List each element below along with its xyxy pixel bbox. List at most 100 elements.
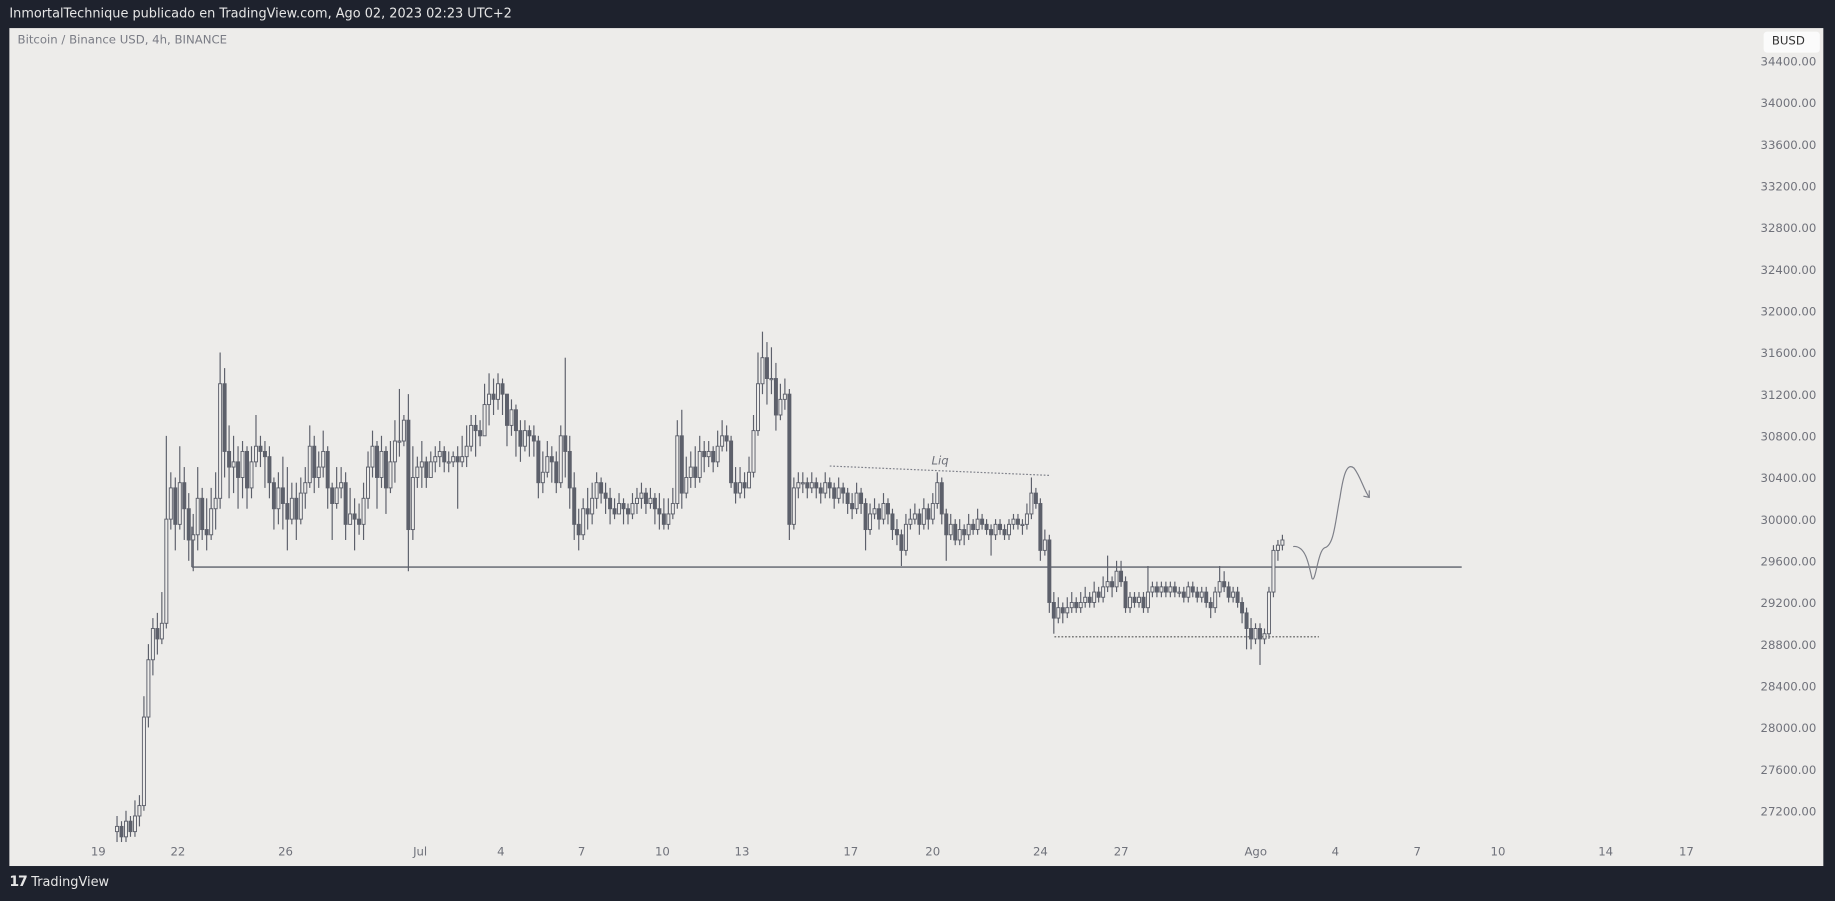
- candle-down: [119, 825, 124, 838]
- candle-up: [1159, 586, 1164, 593]
- drawings-layer: [191, 465, 1462, 638]
- candle-down: [989, 529, 994, 536]
- price-tick-label: 30400.00: [1761, 471, 1817, 485]
- candle-up: [240, 450, 245, 478]
- price-tick-label: 29600.00: [1761, 554, 1817, 568]
- candle-down: [262, 450, 267, 458]
- candle-down: [1047, 539, 1052, 603]
- time-tick-label: 22: [170, 844, 185, 858]
- candle-down: [182, 482, 187, 510]
- candle-down: [245, 450, 250, 489]
- candle-up: [289, 497, 294, 520]
- candle-down: [971, 523, 976, 531]
- time-tick-label: 13: [735, 844, 750, 858]
- candle-down: [1195, 591, 1200, 598]
- candle-up: [921, 508, 926, 525]
- candle-up: [836, 487, 841, 499]
- candle-up: [298, 492, 303, 520]
- candle-up: [164, 518, 169, 624]
- candle-up: [321, 450, 326, 468]
- candle-down: [513, 409, 518, 432]
- candle-down: [576, 523, 581, 536]
- candle-up: [137, 805, 142, 817]
- candle-up: [778, 398, 783, 416]
- candle-up: [115, 825, 120, 833]
- candle-down: [536, 440, 541, 484]
- time-axis[interactable]: 19 22 26 Jul 4 7 10 13 17 20 24 27 Ago 4 7 10 14 17: [91, 844, 1694, 858]
- candle-up: [908, 518, 913, 525]
- symbol-title: Bitcoin / Binance USD, 4h, BINANCE: [17, 33, 228, 47]
- candle-up: [1213, 591, 1218, 609]
- candle-up: [177, 482, 182, 525]
- candle-up: [392, 440, 397, 463]
- candle-up: [590, 497, 595, 515]
- candle-up: [791, 487, 796, 525]
- candle-down: [1244, 612, 1249, 629]
- candle-down: [1154, 586, 1159, 593]
- price-tick-label: 30000.00: [1761, 513, 1817, 527]
- time-tick-label: 7: [578, 844, 585, 858]
- candle-down: [343, 482, 348, 525]
- candle-down: [626, 508, 630, 515]
- candle-down: [585, 508, 590, 515]
- candle-up: [433, 456, 438, 463]
- price-axis[interactable]: 34400.00 34000.00 33600.00 33200.00 32800.00…: [1761, 55, 1817, 819]
- candle-up: [334, 487, 339, 504]
- candle-down: [1258, 628, 1262, 640]
- price-tick-label: 30800.00: [1761, 429, 1817, 443]
- currency-button[interactable]: BUSD: [1763, 31, 1820, 53]
- candle-up: [800, 482, 805, 485]
- candle-up: [1217, 581, 1222, 593]
- candle-down: [621, 503, 626, 510]
- candle-up: [881, 503, 886, 520]
- candle-down: [1172, 586, 1177, 593]
- candle-up: [1083, 596, 1088, 603]
- candle-up: [1275, 544, 1280, 551]
- tradingview-logo[interactable]: 𝟭𝟳 TradingView: [9, 873, 109, 889]
- candle-down: [608, 497, 613, 510]
- candle-down: [711, 450, 716, 463]
- candle-down: [885, 503, 890, 515]
- candle-down: [473, 424, 478, 432]
- candle-down: [827, 482, 832, 489]
- candle-down: [841, 487, 846, 494]
- candle-up: [437, 450, 442, 458]
- price-tick-label: 34400.00: [1761, 55, 1817, 69]
- candle-up: [581, 508, 586, 536]
- candle-up: [218, 383, 223, 499]
- candle-up: [1029, 492, 1034, 515]
- candle-up: [872, 508, 877, 515]
- candle-up: [469, 424, 474, 447]
- candle-down: [1038, 503, 1043, 551]
- candle-up: [146, 659, 151, 718]
- candle-up: [168, 487, 173, 520]
- candle-up: [1007, 523, 1011, 536]
- candle-up: [540, 471, 545, 484]
- candle-down: [984, 523, 989, 531]
- candle-down: [818, 487, 823, 494]
- candle-down: [603, 492, 608, 499]
- candle-down: [693, 466, 698, 478]
- tradingview-logo-icon: 𝟭𝟳: [9, 873, 27, 890]
- candle-up: [1020, 523, 1025, 526]
- candle-down: [204, 529, 209, 536]
- candle-up: [1065, 607, 1070, 614]
- candle-down: [1235, 591, 1240, 603]
- candle-up: [339, 482, 344, 489]
- candle-down: [518, 430, 523, 447]
- candle-down: [612, 508, 617, 515]
- candle-up: [706, 450, 711, 458]
- price-tick-label: 29200.00: [1761, 596, 1817, 610]
- candle-down: [294, 497, 299, 520]
- price-tick-label: 31600.00: [1761, 346, 1817, 360]
- liq-dotted-line: [829, 465, 1050, 476]
- candle-down: [567, 450, 572, 489]
- candle-up: [1168, 586, 1173, 593]
- candle-up: [975, 518, 980, 531]
- candle-down: [652, 497, 657, 510]
- candle-down: [1087, 596, 1092, 603]
- candle-down: [1222, 581, 1227, 588]
- candle-down: [549, 456, 554, 463]
